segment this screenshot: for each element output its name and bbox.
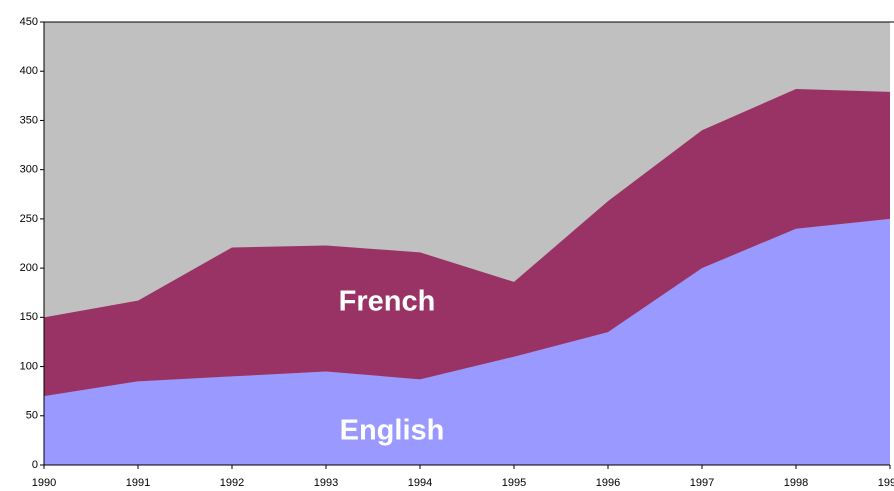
y-tick-label: 0	[32, 459, 38, 471]
x-tick-label: 1995	[502, 477, 526, 489]
y-tick-label: 300	[20, 164, 38, 176]
y-tick-label: 50	[26, 410, 38, 422]
x-tick-label: 1996	[596, 477, 620, 489]
x-tick-label: 1999	[878, 477, 894, 489]
x-tick-label: 1991	[126, 477, 150, 489]
x-tick-label: 1993	[314, 477, 338, 489]
y-tick-label: 150	[20, 311, 38, 323]
x-tick-label: 1997	[690, 477, 714, 489]
y-tick-label: 250	[20, 213, 38, 225]
series-label: English	[340, 415, 445, 447]
x-tick-label: 1990	[32, 477, 56, 489]
y-tick-label: 100	[20, 360, 38, 372]
y-tick-label: 350	[20, 114, 38, 126]
area	[44, 88, 890, 397]
area	[44, 218, 890, 465]
y-tick-label: 200	[20, 262, 38, 274]
y-tick-label: 400	[20, 65, 38, 77]
y-tick-label: 450	[20, 16, 38, 28]
series-label: French	[339, 286, 436, 318]
x-tick-label: 1998	[784, 477, 808, 489]
x-tick-label: 1994	[408, 477, 432, 489]
x-tick-label: 1992	[220, 477, 244, 489]
